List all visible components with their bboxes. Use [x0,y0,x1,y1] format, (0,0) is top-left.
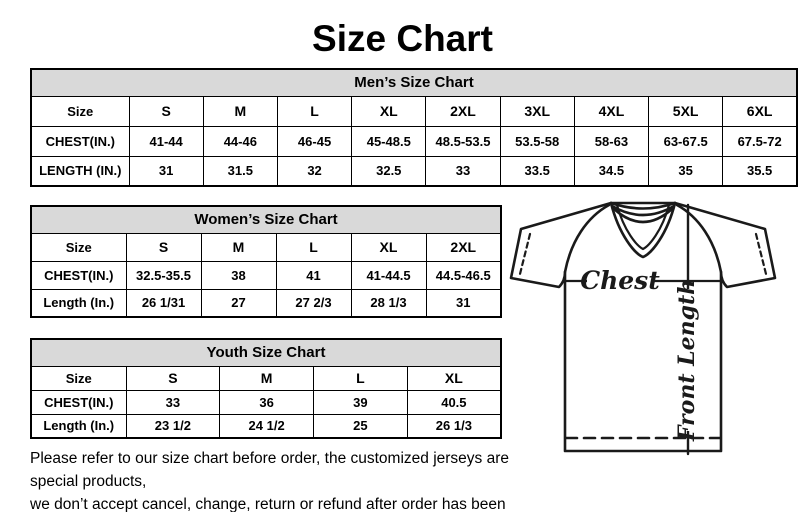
table-cell: 41-44.5 [350,260,427,290]
table-title-row: Women’s Size Chart [30,205,502,234]
womens-size-table: Women’s Size Chart Size S M L XL 2XL CHEST(IN.)… [30,205,502,318]
table-cell: 39 [313,389,408,415]
table-cell: L [275,232,352,262]
table-cell: 4XL [573,95,650,127]
disclaimer-text: Please refer to our size chart before or… [30,447,540,512]
page-title: Size Chart [312,18,493,59]
table-cell: 41-44 [128,125,204,157]
table-cell: 6XL [722,95,798,127]
row-label: Size [30,365,127,391]
table-cell: 32.5 [351,155,427,187]
youth-size-table: Youth Size Chart Size S M L XL CHEST(IN.) 33 36 3… [30,338,502,439]
table-cell: 25 [313,413,408,439]
table-title: Youth Size Chart [30,338,502,367]
mens-size-table: Men’s Size Chart Size S M L XL 2XL 3XL 4XL 5XL 6XL… [30,68,798,187]
table-cell: 38 [200,260,277,290]
row-label: LENGTH (IN.) [30,155,130,187]
table-row: Size S M L XL [30,365,502,391]
disclaimer-line-2: we don’t accept cancel, change, return o… [30,496,506,512]
table-cell: 31 [128,155,204,187]
table-cell: 3XL [499,95,575,127]
table-cell: 31 [425,288,502,318]
table-cell: 32 [276,155,353,187]
table-row: Size S M L XL 2XL [30,232,502,262]
row-label: CHEST(IN.) [30,125,130,157]
table-cell: M [200,232,277,262]
chest-label: Chest [580,266,660,295]
right-armhole-seam [675,203,723,274]
table-cell: 45-48.5 [351,125,427,157]
table-cell: XL [350,232,427,262]
table-cell: M [202,95,278,127]
table-cell: 2XL [425,232,502,262]
table-cell: 27 2/3 [275,288,352,318]
row-label: Length (In.) [30,413,127,439]
table-cell: 33 [125,389,221,415]
table-title: Women’s Size Chart [30,205,502,234]
table-row: Length (In.) 23 1/2 24 1/2 25 26 1/3 [30,413,502,439]
table-cell: 24 1/2 [219,413,314,439]
front-length-label: Front Length [674,279,700,442]
table-title: Men’s Size Chart [30,68,798,97]
row-label: Size [30,232,127,262]
row-label: CHEST(IN.) [30,260,127,290]
table-cell: 33.5 [499,155,575,187]
table-row: CHEST(IN.) 41-44 44-46 46-45 45-48.5 48.5-53.… [30,125,798,157]
chest-label-backing [587,267,651,294]
table-cell: 34.5 [573,155,650,187]
table-cell: 41 [275,260,352,290]
table-row: LENGTH (IN.) 31 31.5 32 32.5 33 33.5 34.5 35 35.5 [30,155,798,187]
table-cell: S [128,95,204,127]
table-row: Length (In.) 26 1/31 27 27 2/3 28 1/3 31 [30,288,502,318]
table-cell: 36 [219,389,314,415]
table-cell: L [276,95,353,127]
row-label: Size [30,95,130,127]
table-cell: 63-67.5 [648,125,724,157]
table-cell: S [125,365,221,391]
table-cell: 44-46 [202,125,278,157]
table-cell: 23 1/2 [125,413,221,439]
row-label: Length (In.) [30,288,127,318]
disclaimer-line-1: Please refer to our size chart before or… [30,450,510,490]
table-cell: 27 [200,288,277,318]
table-cell: 35 [648,155,724,187]
table-row: CHEST(IN.) 32.5-35.5 38 41 41-44.5 44.5-46.5 [30,260,502,290]
table-cell: 31.5 [202,155,278,187]
table-row: Size S M L XL 2XL 3XL 4XL 5XL 6XL [30,95,798,127]
table-cell: 46-45 [276,125,353,157]
table-cell: XL [351,95,427,127]
table-cell: 35.5 [722,155,798,187]
table-cell: 44.5-46.5 [425,260,502,290]
left-armhole-seam [563,203,611,274]
table-cell: S [125,232,202,262]
table-cell: 26 1/3 [406,413,502,439]
table-row: CHEST(IN.) 33 36 39 40.5 [30,389,502,415]
table-cell: XL [406,365,502,391]
table-cell: 2XL [425,95,501,127]
table-cell: 33 [425,155,501,187]
tshirt-outline [509,201,777,453]
table-title-row: Youth Size Chart [30,338,502,367]
table-cell: 32.5-35.5 [125,260,202,290]
table-cell: 28 1/3 [350,288,427,318]
table-cell: M [219,365,314,391]
collar-v-outer [609,201,677,259]
front-length-label-backing [674,289,702,431]
table-cell: 67.5-72 [722,125,798,157]
table-cell: 5XL [648,95,724,127]
left-cuff-dashed-line [518,232,532,276]
table-cell: 48.5-53.5 [425,125,501,157]
collar-v-inner [615,203,671,251]
table-cell: 26 1/31 [125,288,202,318]
table-cell: 40.5 [406,389,502,415]
right-cuff-dashed-line [754,232,768,276]
table-title-row: Men’s Size Chart [30,68,798,97]
row-label: CHEST(IN.) [30,389,127,415]
table-cell: L [313,365,408,391]
table-cell: 53.5-58 [499,125,575,157]
tshirt-measurement-diagram: Chest Front Length [509,201,777,456]
table-cell: 58-63 [573,125,650,157]
